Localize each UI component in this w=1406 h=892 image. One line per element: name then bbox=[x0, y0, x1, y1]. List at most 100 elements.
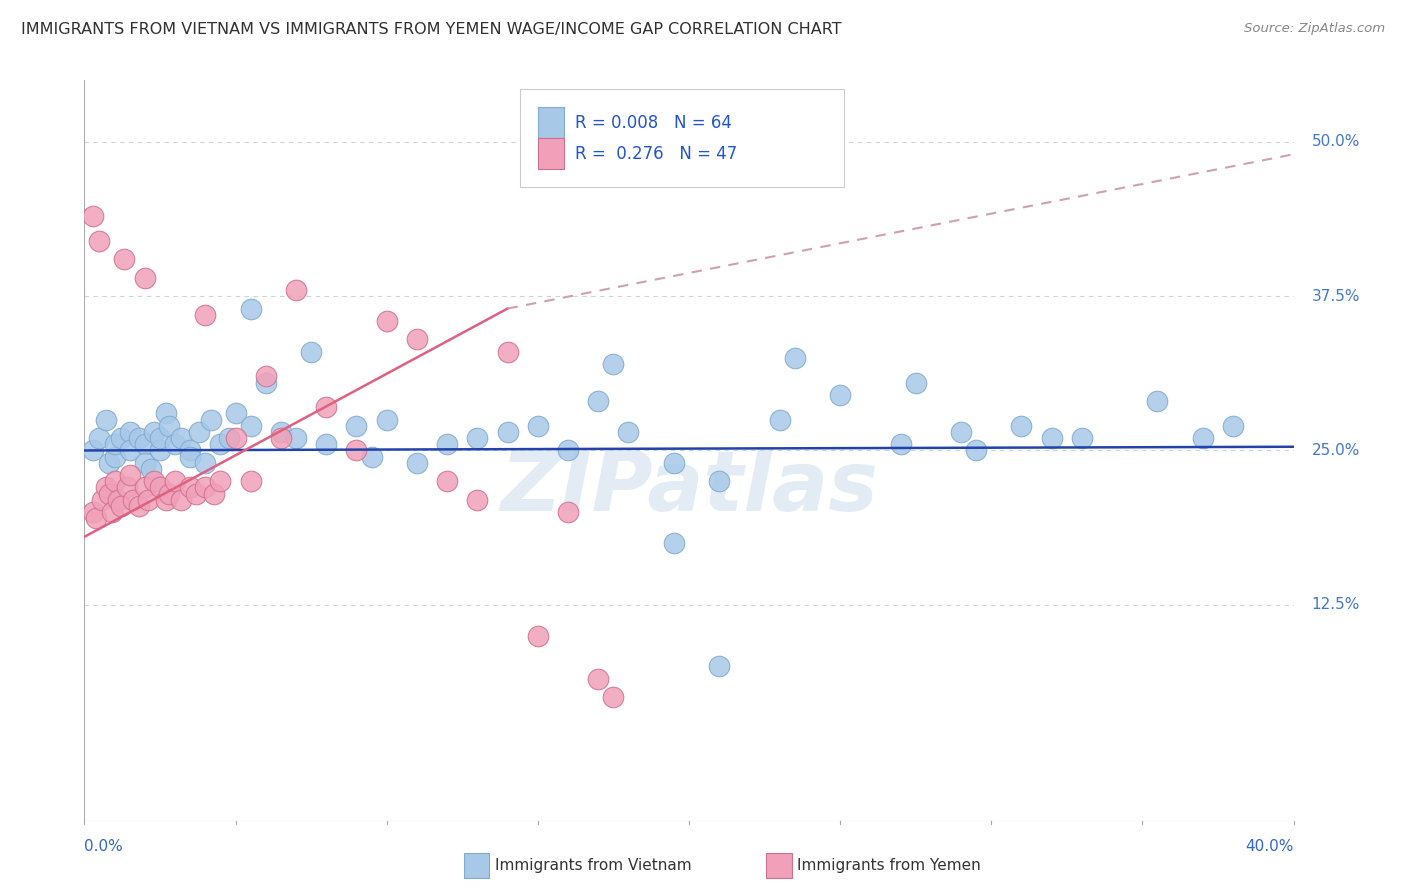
Point bbox=[104, 475, 127, 489]
Point bbox=[155, 492, 177, 507]
Point bbox=[662, 456, 685, 470]
Point bbox=[200, 412, 222, 426]
Point bbox=[194, 456, 217, 470]
Point bbox=[139, 462, 162, 476]
Point bbox=[112, 252, 135, 267]
Point bbox=[165, 437, 187, 451]
Point bbox=[1040, 431, 1063, 445]
Text: 37.5%: 37.5% bbox=[1312, 289, 1360, 303]
Point bbox=[134, 437, 156, 451]
Point bbox=[270, 431, 292, 445]
Point bbox=[136, 492, 159, 507]
Point bbox=[709, 659, 731, 673]
Point bbox=[209, 437, 232, 451]
Point bbox=[128, 431, 150, 445]
Point bbox=[225, 431, 247, 445]
Point bbox=[110, 431, 132, 445]
Point bbox=[1192, 431, 1215, 445]
Point bbox=[104, 450, 127, 464]
Text: IMMIGRANTS FROM VIETNAM VS IMMIGRANTS FROM YEMEN WAGE/INCOME GAP CORRELATION CHA: IMMIGRANTS FROM VIETNAM VS IMMIGRANTS FR… bbox=[21, 22, 842, 37]
Point bbox=[254, 376, 277, 390]
Point bbox=[179, 480, 201, 494]
Point bbox=[165, 475, 187, 489]
Point bbox=[904, 376, 927, 390]
Point bbox=[527, 628, 550, 642]
Point bbox=[346, 418, 368, 433]
Point bbox=[97, 456, 120, 470]
Point bbox=[557, 443, 579, 458]
Text: 50.0%: 50.0% bbox=[1312, 135, 1360, 150]
Point bbox=[91, 492, 114, 507]
Point bbox=[134, 456, 156, 470]
Point bbox=[769, 412, 792, 426]
Point bbox=[188, 425, 211, 439]
Text: Source: ZipAtlas.com: Source: ZipAtlas.com bbox=[1244, 22, 1385, 36]
Point bbox=[709, 475, 731, 489]
Point bbox=[436, 437, 458, 451]
Point bbox=[149, 431, 172, 445]
Point bbox=[315, 437, 337, 451]
Point bbox=[496, 425, 519, 439]
Text: ZIPatlas: ZIPatlas bbox=[501, 447, 877, 528]
Point bbox=[107, 492, 129, 507]
Point bbox=[270, 425, 292, 439]
Point bbox=[239, 301, 262, 316]
Point bbox=[194, 308, 217, 322]
Point bbox=[218, 431, 240, 445]
Point bbox=[170, 492, 193, 507]
Point bbox=[86, 511, 108, 525]
Point bbox=[285, 283, 308, 297]
Point bbox=[467, 431, 489, 445]
Point bbox=[783, 351, 806, 365]
Point bbox=[170, 431, 193, 445]
Point bbox=[179, 450, 201, 464]
Point bbox=[89, 431, 111, 445]
Point bbox=[115, 480, 138, 494]
Point bbox=[830, 388, 852, 402]
Text: 0.0%: 0.0% bbox=[84, 839, 124, 855]
Point bbox=[121, 492, 143, 507]
Point bbox=[239, 418, 262, 433]
Point bbox=[186, 486, 208, 500]
Point bbox=[588, 672, 610, 686]
Point bbox=[299, 344, 322, 359]
Point bbox=[97, 486, 120, 500]
Point bbox=[254, 369, 277, 384]
Point bbox=[1011, 418, 1033, 433]
Point bbox=[588, 394, 610, 409]
Point bbox=[209, 475, 232, 489]
Point bbox=[94, 480, 117, 494]
Point bbox=[157, 418, 180, 433]
Point bbox=[1146, 394, 1168, 409]
Point bbox=[155, 407, 177, 421]
Point bbox=[134, 480, 156, 494]
Point bbox=[496, 344, 519, 359]
Point bbox=[89, 234, 111, 248]
Point bbox=[110, 499, 132, 513]
Point bbox=[149, 480, 172, 494]
Point bbox=[315, 401, 337, 415]
Point bbox=[467, 492, 489, 507]
Point bbox=[179, 443, 201, 458]
Point bbox=[118, 425, 141, 439]
Point bbox=[134, 270, 156, 285]
Point bbox=[149, 443, 172, 458]
Text: 25.0%: 25.0% bbox=[1312, 443, 1360, 458]
Point bbox=[94, 412, 117, 426]
Point bbox=[406, 456, 429, 470]
Point bbox=[82, 209, 104, 223]
Point bbox=[406, 332, 429, 346]
Text: Immigrants from Vietnam: Immigrants from Vietnam bbox=[495, 858, 692, 872]
Point bbox=[225, 407, 247, 421]
Point bbox=[239, 475, 262, 489]
Point bbox=[142, 475, 165, 489]
Point bbox=[436, 475, 458, 489]
Point bbox=[375, 314, 398, 328]
Point bbox=[346, 443, 368, 458]
Text: R =  0.276   N = 47: R = 0.276 N = 47 bbox=[575, 145, 737, 163]
Point bbox=[557, 505, 579, 519]
Point bbox=[194, 480, 217, 494]
Point bbox=[285, 431, 308, 445]
Point bbox=[128, 499, 150, 513]
Point bbox=[1071, 431, 1094, 445]
